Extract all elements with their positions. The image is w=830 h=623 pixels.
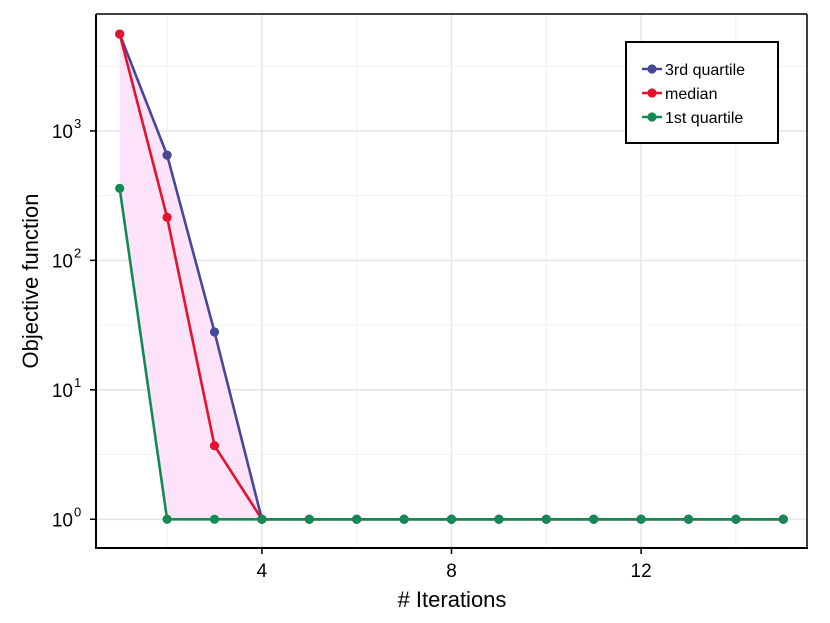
- y-tick-label: 10: [52, 122, 73, 143]
- y-tick-label: 10: [52, 251, 73, 272]
- data-point-1st-quartile: [257, 514, 267, 524]
- data-point-median: [115, 29, 125, 39]
- legend: 3rd quartile median 1st quartile: [625, 41, 779, 144]
- data-point-1st-quartile: [683, 514, 694, 524]
- data-point-1st-quartile: [162, 514, 172, 524]
- y-tick-label: 10: [52, 381, 73, 402]
- data-point-1st-quartile: [352, 514, 362, 524]
- legend-marker-1st-quartile: [647, 112, 657, 122]
- data-point-1st-quartile: [636, 514, 646, 524]
- data-point-median: [162, 212, 172, 222]
- quartile-band: [119, 34, 784, 520]
- legend-marker-median: [647, 88, 657, 98]
- legend-marker-3rd-quartile: [647, 64, 657, 74]
- data-point-1st-quartile: [731, 514, 741, 524]
- data-point-1st-quartile: [494, 514, 504, 524]
- y-tick-exponent: 1: [74, 375, 81, 390]
- y-tick-label: 10: [52, 510, 73, 531]
- x-axis-ticks: 4 8 12: [257, 548, 652, 582]
- legend-label-1st-quartile: 1st quartile: [665, 110, 743, 127]
- x-tick-label: 8: [446, 561, 457, 582]
- x-tick-label: 12: [631, 561, 652, 582]
- data-point-1st-quartile: [115, 183, 125, 193]
- legend-box: [625, 41, 779, 144]
- data-point-1st-quartile: [589, 514, 599, 524]
- data-point-median: [209, 441, 220, 451]
- legend-label-3rd-quartile: 3rd quartile: [665, 62, 745, 79]
- y-tick-exponent: 2: [74, 245, 81, 260]
- data-point-1st-quartile: [209, 514, 220, 524]
- x-tick-label: 4: [257, 561, 268, 582]
- y-tick-exponent: 0: [74, 504, 81, 519]
- data-point-3rd-quartile: [209, 327, 220, 337]
- series-points: [115, 29, 788, 524]
- y-tick-exponent: 3: [74, 116, 81, 131]
- data-point-1st-quartile: [399, 514, 409, 524]
- y-axis-title: Objective function: [18, 194, 43, 369]
- data-point-1st-quartile: [541, 514, 551, 524]
- data-point-1st-quartile: [778, 514, 788, 524]
- x-axis-title: # Iterations: [398, 587, 507, 612]
- data-point-1st-quartile: [446, 514, 457, 524]
- data-point-1st-quartile: [304, 514, 314, 524]
- legend-label-median: median: [665, 86, 717, 103]
- data-point-3rd-quartile: [162, 150, 172, 160]
